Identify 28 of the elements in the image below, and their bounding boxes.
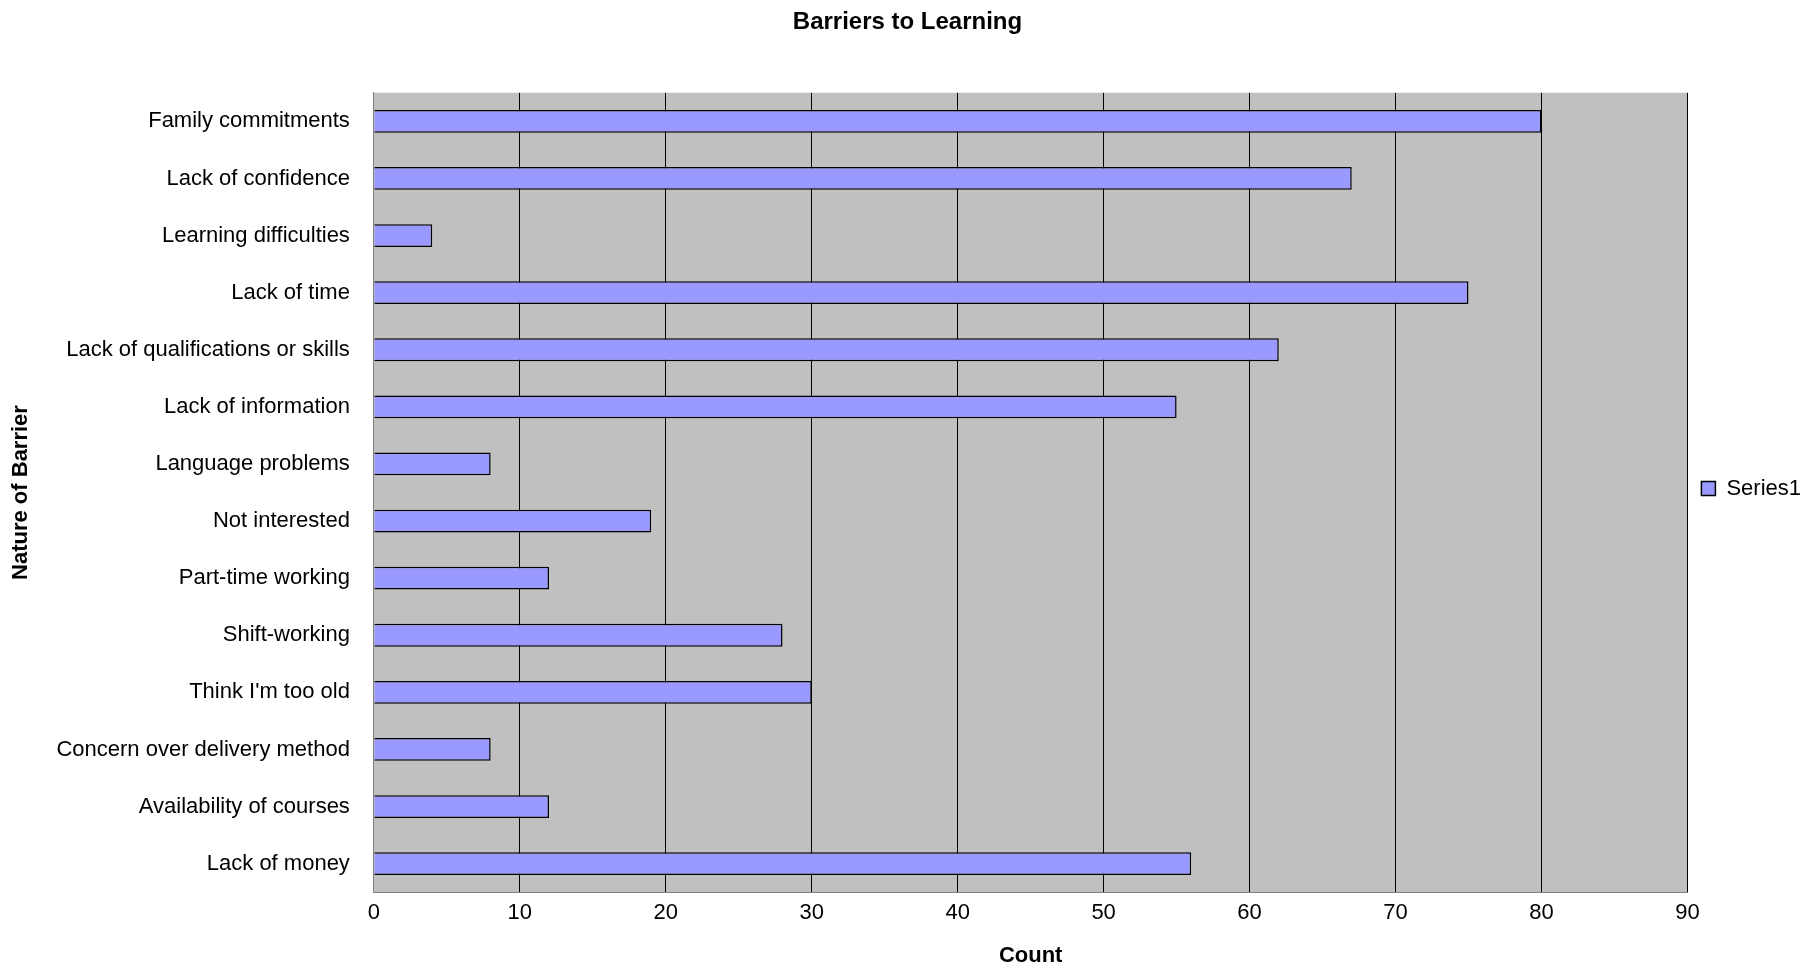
x-tick-label: 70 bbox=[1383, 899, 1408, 925]
x-tick-label: 50 bbox=[1091, 899, 1116, 925]
y-tick-label: Think I'm too old bbox=[189, 678, 350, 704]
y-tick-label: Lack of time bbox=[231, 278, 350, 304]
y-tick-label: Lack of money bbox=[206, 849, 350, 875]
chart-title: Barriers to Learning bbox=[792, 7, 1023, 35]
y-tick-label: Not interested bbox=[212, 507, 350, 533]
y-tick-label: Lack of information bbox=[164, 392, 350, 418]
y-tick-label: Family commitments bbox=[148, 107, 350, 133]
y-tick-label: Availability of courses bbox=[138, 792, 350, 818]
x-tick-label: 30 bbox=[799, 899, 824, 925]
x-axis-title: Count bbox=[998, 941, 1064, 967]
x-tick-label: 40 bbox=[945, 899, 970, 925]
x-tick-label: 20 bbox=[653, 899, 679, 925]
y-tick-label: Lack of qualifications or skills bbox=[66, 335, 350, 361]
x-tick-label: 80 bbox=[1529, 899, 1554, 925]
y-tick-label: Shift-working bbox=[222, 621, 350, 647]
legend-label: Series1 bbox=[1726, 474, 1801, 500]
y-tick-label: Language problems bbox=[155, 450, 350, 476]
y-tick-label: Concern over delivery method bbox=[56, 735, 350, 761]
x-tick-label: 10 bbox=[507, 899, 533, 925]
x-tick-label: 90 bbox=[1675, 899, 1700, 925]
y-tick-label: Learning difficulties bbox=[161, 221, 350, 247]
y-tick-label: Lack of confidence bbox=[166, 164, 350, 190]
x-tick-label: 0 bbox=[367, 899, 380, 925]
y-tick-label: Part-time working bbox=[178, 564, 350, 590]
y-axis-title: Nature of Barrier bbox=[7, 404, 33, 580]
x-tick-label: 60 bbox=[1237, 899, 1262, 925]
